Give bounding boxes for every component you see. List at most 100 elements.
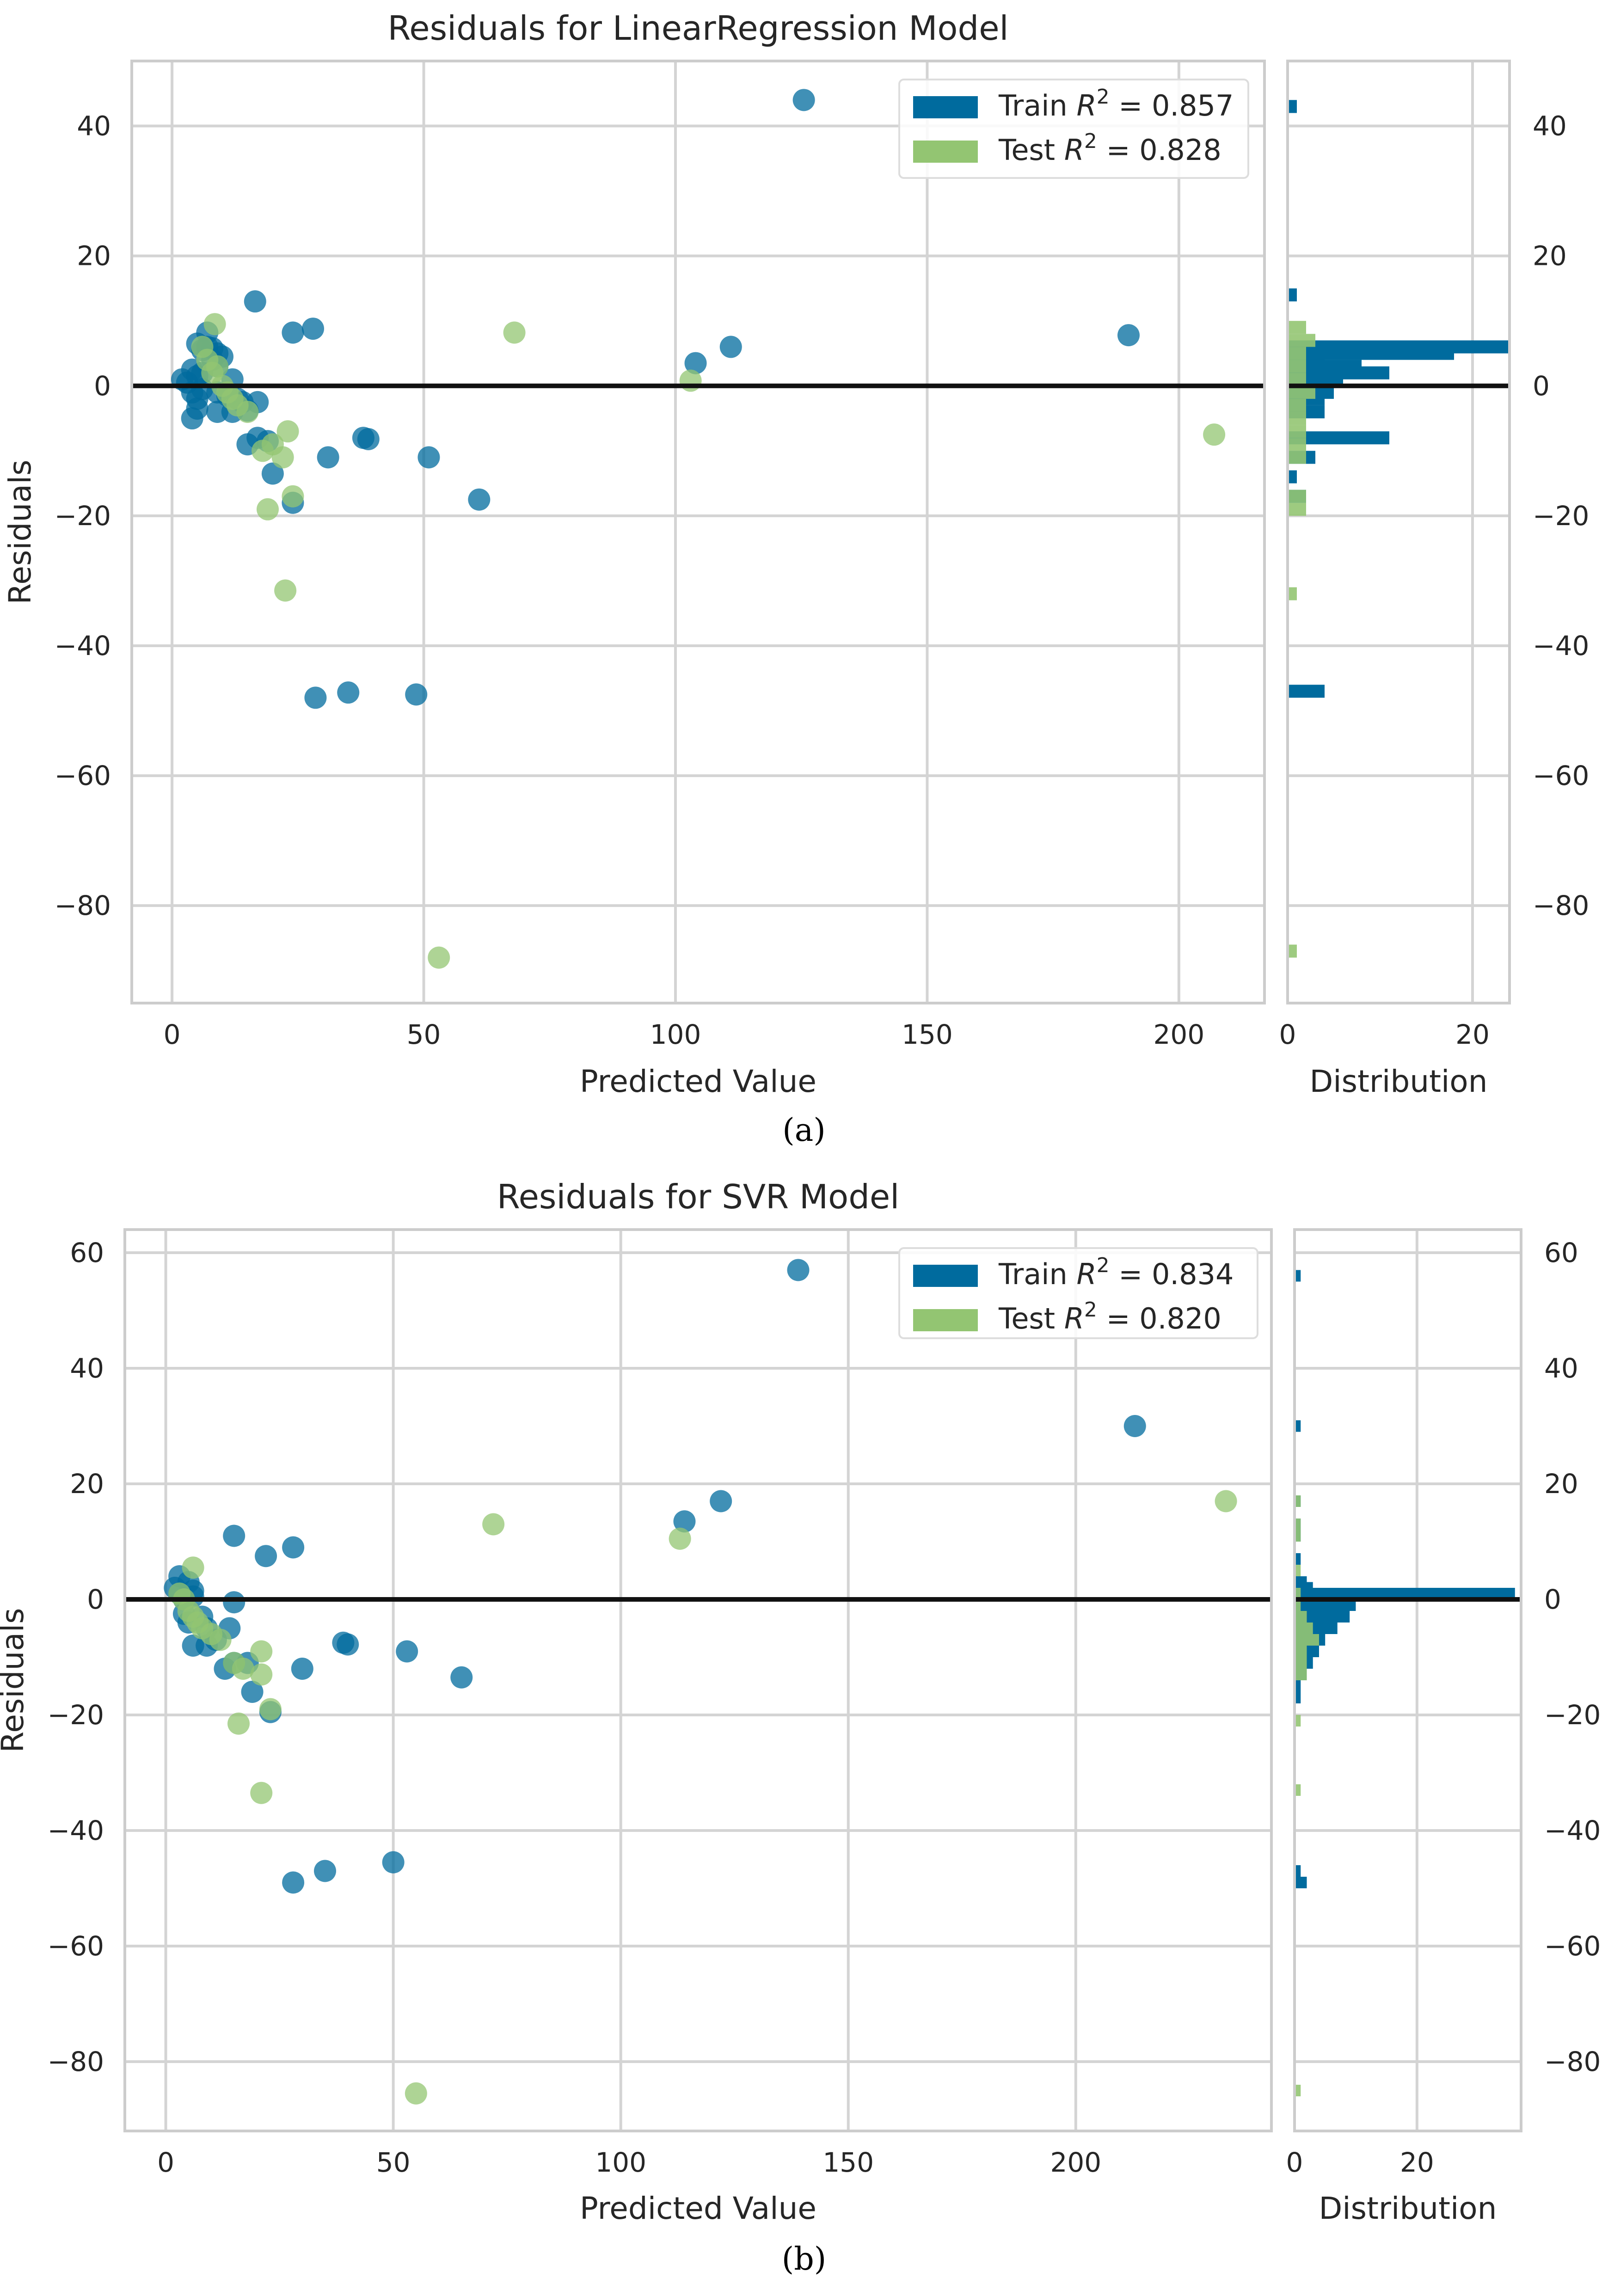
legend-swatch-test: [913, 141, 978, 163]
point-train: [337, 681, 360, 704]
right-y-tick-label: −80: [1544, 2046, 1601, 2077]
y-tick-label: 20: [77, 240, 111, 272]
legend-r: R: [1064, 1302, 1084, 1335]
legend-box: [898, 79, 1249, 179]
x-tick-label: 100: [595, 2147, 646, 2178]
x-tick-label: 0: [157, 2147, 174, 2178]
distribution-axis-label: Distribution: [1309, 1064, 1487, 1099]
hist-bar-test: [1288, 411, 1306, 425]
legend-value: = 0.857: [1110, 89, 1234, 122]
point-train: [302, 318, 324, 340]
point-train: [304, 686, 327, 709]
x-tick-label: 150: [822, 2147, 874, 2178]
right-y-tick-label: 20: [1533, 240, 1567, 272]
point-train: [291, 1658, 313, 1680]
hist-x-tick-label: 20: [1455, 1019, 1490, 1050]
right-y-tick-label: −60: [1544, 1930, 1601, 1962]
y-tick-label: −20: [48, 1699, 104, 1731]
hist-bar-test: [1295, 1657, 1307, 1669]
point-train: [792, 89, 815, 111]
hist-bar-train: [1288, 685, 1325, 698]
hist-bar-test: [1288, 334, 1315, 347]
point-test: [669, 1527, 691, 1550]
legend-value: = 0.828: [1097, 133, 1221, 167]
hist-bar-test: [1288, 347, 1306, 360]
right-y-tick-label: 0: [1544, 1584, 1561, 1615]
point-test: [276, 420, 299, 443]
legend-r: R: [1064, 133, 1084, 167]
hist-bar-test: [1288, 360, 1306, 373]
point-test: [209, 1629, 232, 1651]
point-train: [1117, 324, 1140, 347]
hist-bar-train: [1295, 1692, 1301, 1703]
hist-bar-test: [1295, 1715, 1301, 1727]
hist-bar-test: [1288, 502, 1306, 516]
distribution-axis-label: Distribution: [1319, 2191, 1497, 2226]
x-tick-label: 50: [376, 2147, 411, 2178]
legend-superscript: 2: [1084, 129, 1097, 153]
x-axis-label: Predicted Value: [580, 2191, 816, 2226]
point-train: [314, 1860, 337, 1882]
legend-label-test: Test R2 = 0.820: [998, 1298, 1221, 1335]
right-y-tick-label: 0: [1533, 370, 1550, 402]
hist-bar-train: [1295, 1877, 1307, 1888]
legend-prefix: Test: [998, 133, 1064, 167]
point-test: [236, 400, 259, 423]
hist-frame: [1293, 1228, 1522, 2132]
hist-bar-test: [1288, 398, 1306, 412]
legend-prefix: Train: [998, 1257, 1076, 1291]
y-tick-label: −60: [48, 1930, 104, 1962]
point-train: [261, 462, 284, 485]
hist-bar-test: [1288, 321, 1306, 334]
hist-bar-train: [1295, 1420, 1301, 1432]
hist-bar-test: [1295, 1611, 1307, 1623]
legend-r: R: [1076, 89, 1096, 122]
point-train: [787, 1259, 810, 1281]
panel-caption: (b): [782, 2241, 827, 2278]
point-train: [396, 1640, 418, 1663]
y-tick-label: 40: [77, 110, 111, 142]
right-y-tick-label: 40: [1544, 1353, 1578, 1384]
hist-bar-test: [1295, 1784, 1301, 1796]
hist-x-tick-label: 0: [1279, 1019, 1296, 1050]
legend-value: = 0.820: [1097, 1302, 1221, 1335]
y-tick-label: −80: [55, 890, 111, 921]
legend-prefix: Train: [998, 89, 1076, 122]
point-train: [673, 1510, 696, 1533]
hist-bar-test: [1288, 490, 1306, 503]
x-tick-label: 150: [902, 1019, 953, 1050]
legend-swatch-train: [913, 96, 978, 118]
point-test: [250, 1782, 273, 1804]
right-y-tick-label: −20: [1533, 500, 1589, 532]
point-test: [1203, 423, 1226, 446]
point-test: [232, 1658, 254, 1680]
hist-frame: [1286, 60, 1511, 1004]
x-tick-label: 200: [1050, 2147, 1101, 2178]
hist-bar-test: [1288, 587, 1297, 600]
y-tick-label: −80: [48, 2046, 104, 2077]
hist-bar-train: [1295, 1553, 1301, 1565]
point-test: [182, 1556, 204, 1579]
hist-bar-test: [1288, 425, 1306, 438]
point-test: [503, 321, 526, 344]
y-tick-label: 40: [70, 1353, 104, 1384]
point-test: [405, 2082, 427, 2105]
point-test: [259, 1698, 282, 1720]
legend-superscript: 2: [1097, 85, 1110, 109]
legend-box: [898, 1247, 1258, 1339]
hist-x-tick-label: 20: [1400, 2147, 1434, 2178]
hist-bar-test: [1295, 1588, 1301, 1599]
right-y-tick-label: −40: [1544, 1815, 1601, 1846]
point-test: [203, 313, 226, 336]
point-train: [317, 446, 339, 469]
legend-label-train: Train R2 = 0.857: [998, 85, 1234, 122]
point-train: [181, 407, 203, 430]
point-test: [227, 1712, 250, 1735]
point-train: [241, 1681, 264, 1703]
hist-bar-train: [1288, 470, 1297, 484]
y-tick-label: −60: [55, 760, 111, 791]
point-train: [719, 336, 742, 358]
right-y-tick-label: 20: [1544, 1468, 1578, 1500]
point-train: [223, 1525, 245, 1547]
